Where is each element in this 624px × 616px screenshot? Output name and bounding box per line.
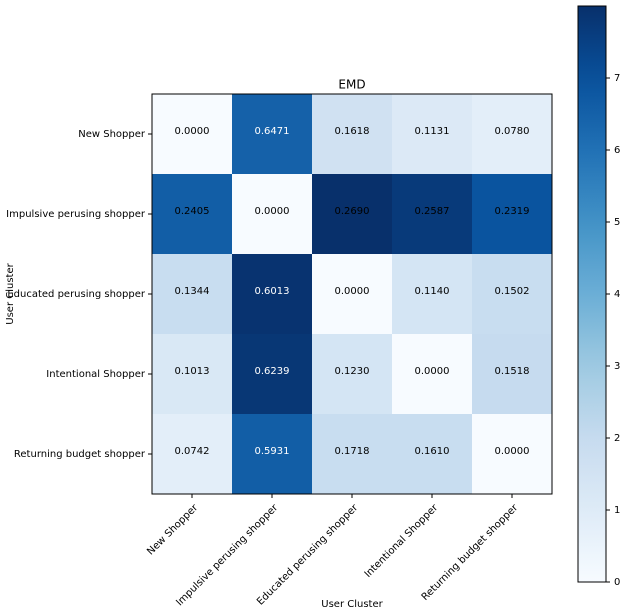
chart-title: EMD — [338, 78, 365, 92]
heatmap-cell — [472, 254, 553, 335]
cell-annotation: 0.1131 — [415, 126, 450, 137]
cell-annotation: 0.1610 — [415, 446, 450, 457]
cell-annotation: 0.2587 — [415, 206, 450, 217]
colorbar — [577, 5, 607, 583]
heatmap-cell — [392, 254, 473, 335]
heatmap-cell — [232, 174, 313, 255]
y-tick-label: New Shopper — [78, 129, 146, 140]
colorbar-tick-label: 4 — [614, 289, 620, 300]
y-tick-label: Returning budget shopper — [14, 449, 146, 460]
heatmap-cell — [472, 174, 553, 255]
cell-annotation: 0.0000 — [255, 206, 290, 217]
heatmap-cell — [312, 254, 393, 335]
heatmap-cell — [392, 94, 473, 175]
cell-annotation: 0.1140 — [415, 286, 450, 297]
x-axis-label: User Cluster — [321, 599, 383, 610]
heatmap-cell — [392, 414, 473, 495]
cell-annotation: 0.2690 — [335, 206, 370, 217]
heatmap-cell — [312, 334, 393, 415]
cell-annotation: 0.0000 — [495, 446, 530, 457]
cell-annotation: 0.1013 — [175, 366, 210, 377]
cell-annotation: 0.1502 — [495, 286, 530, 297]
heatmap-cell — [472, 94, 553, 175]
cell-annotation: 0.0780 — [495, 126, 530, 137]
heatmap-cell — [152, 254, 233, 335]
colorbar-tick-label: 5 — [614, 217, 620, 228]
heatmap-cell — [232, 334, 313, 415]
heatmap-cell — [472, 414, 553, 495]
x-tick-label: New Shopper — [145, 502, 201, 558]
cell-annotation: 0.0000 — [175, 126, 210, 137]
cell-annotation: 0.0000 — [335, 286, 370, 297]
cell-annotation: 0.1230 — [335, 366, 370, 377]
heatmap-cell — [152, 94, 233, 175]
heatmap-cell — [152, 414, 233, 495]
cell-annotation: 0.6471 — [255, 126, 290, 137]
cell-annotation: 0.6013 — [255, 286, 290, 297]
heatmap-cell — [152, 174, 233, 255]
x-tick-label: Returning budget shopper — [420, 502, 521, 603]
cell-annotation: 0.0742 — [175, 446, 210, 457]
cell-annotation: 0.2405 — [175, 206, 210, 217]
cell-annotation: 0.1518 — [495, 366, 530, 377]
cell-annotation: 0.1344 — [175, 286, 210, 297]
x-tick-label: Intentional Shopper — [363, 502, 441, 580]
y-tick-label: Intentional Shopper — [46, 369, 146, 380]
cell-annotation: 0.6239 — [255, 366, 290, 377]
y-tick-label: Educated perusing shopper — [7, 289, 146, 300]
heatmap-cell — [392, 174, 473, 255]
heatmap-cell — [232, 254, 313, 335]
colorbar-tick-label: 2 — [614, 433, 620, 444]
y-axis-label: User Cluster — [5, 262, 16, 324]
heatmap-cell — [392, 334, 473, 415]
colorbar-tick-label: 1 — [614, 505, 620, 516]
colorbar-tick-label: 3 — [614, 361, 620, 372]
colorbar-tick-label: 0 — [614, 577, 620, 588]
cell-annotation: 0.5931 — [255, 446, 290, 457]
y-tick-label: Impulsive perusing shopper — [6, 209, 146, 220]
heatmap-cell — [312, 94, 393, 175]
cell-annotation: 0.0000 — [415, 366, 450, 377]
heatmap-cell — [472, 334, 553, 415]
colorbar-tick-label: 6 — [614, 145, 620, 156]
heatmap-cell — [232, 414, 313, 495]
heatmap-cell — [152, 334, 233, 415]
heatmap-cell — [312, 174, 393, 255]
cell-annotation: 0.1618 — [335, 126, 370, 137]
heatmap-cell — [232, 94, 313, 175]
cell-annotation: 0.2319 — [495, 206, 530, 217]
heatmap-cell — [312, 414, 393, 495]
colorbar-tick-label: 7 — [614, 73, 620, 84]
cell-annotation: 0.1718 — [335, 446, 370, 457]
